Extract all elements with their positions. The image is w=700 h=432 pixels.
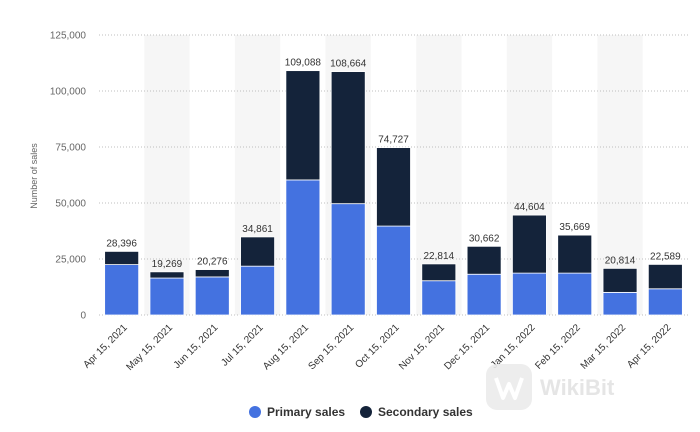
bar-total-label: 22,589 bbox=[650, 251, 681, 262]
bar-total-label: 108,664 bbox=[330, 59, 367, 70]
column-band bbox=[144, 35, 190, 315]
legend-swatch-primary bbox=[249, 406, 261, 418]
x-tick-label: Dec 15, 2021 bbox=[442, 322, 492, 372]
bar-primary-sales bbox=[466, 273, 502, 316]
y-tick-label: 50,000 bbox=[55, 199, 86, 210]
x-tick-label: Jul 15, 2021 bbox=[219, 322, 266, 369]
wikibit-logo-icon bbox=[486, 364, 532, 410]
bar-secondary-sales bbox=[285, 70, 321, 181]
y-tick-label: 75,000 bbox=[55, 143, 86, 154]
x-tick-label: Jun 15, 2021 bbox=[172, 322, 221, 371]
bar-total-label: 74,727 bbox=[378, 135, 409, 146]
bar-total-label: 20,276 bbox=[197, 257, 228, 268]
x-tick-label: Sep 15, 2021 bbox=[306, 322, 356, 372]
bar-total-label: 44,604 bbox=[514, 202, 545, 213]
bar-total-label: 30,662 bbox=[469, 233, 500, 244]
x-tick-label: Aug 15, 2021 bbox=[261, 322, 311, 372]
watermark-text: WikiBit bbox=[540, 375, 615, 400]
legend-swatch-secondary bbox=[360, 406, 372, 418]
bar-primary-sales bbox=[104, 264, 140, 316]
x-tick-label: Nov 15, 2021 bbox=[397, 322, 447, 372]
y-tick-label: 0 bbox=[80, 311, 86, 322]
bar-primary-sales bbox=[240, 265, 275, 316]
x-tick-label: Apr 15, 2022 bbox=[625, 322, 674, 371]
x-tick-label: May 15, 2021 bbox=[124, 322, 175, 373]
bar-primary-sales bbox=[149, 277, 185, 316]
legend-label-secondary: Secondary sales bbox=[378, 405, 473, 419]
bar-primary-sales bbox=[512, 272, 547, 316]
bar-primary-sales bbox=[330, 203, 366, 316]
bar-secondary-sales bbox=[602, 267, 638, 293]
y-axis-label: Number of sales bbox=[29, 143, 39, 209]
x-tick-label: Jan 15, 2022 bbox=[489, 322, 538, 371]
watermark: WikiBit bbox=[486, 364, 615, 410]
bar-total-label: 109,088 bbox=[285, 58, 322, 69]
bar-secondary-sales bbox=[330, 71, 366, 205]
bar-primary-sales bbox=[376, 225, 411, 316]
bar-secondary-sales bbox=[194, 269, 230, 278]
bar-secondary-sales bbox=[647, 264, 683, 290]
y-axis-ticks: 0 25,000 50,000 75,000 100,000 125,000 bbox=[50, 31, 87, 322]
bar-total-label: 22,814 bbox=[424, 251, 455, 262]
bar-secondary-sales bbox=[149, 271, 185, 279]
bar-total-label: 19,269 bbox=[152, 259, 183, 270]
y-tick-label: 25,000 bbox=[55, 255, 86, 266]
x-tick-label: Oct 15, 2021 bbox=[353, 322, 402, 371]
bar-secondary-sales bbox=[104, 250, 140, 265]
bar-primary-sales bbox=[194, 276, 230, 316]
bar-secondary-sales bbox=[376, 147, 411, 227]
bar-secondary-sales bbox=[466, 245, 502, 275]
bar-primary-sales bbox=[421, 280, 457, 316]
bars bbox=[104, 70, 683, 316]
bar-total-label: 20,814 bbox=[605, 255, 636, 266]
bar-primary-sales bbox=[602, 291, 638, 316]
bar-secondary-sales bbox=[512, 214, 547, 274]
legend-label-primary: Primary sales bbox=[267, 405, 345, 419]
bar-primary-sales bbox=[647, 288, 683, 316]
y-tick-label: 125,000 bbox=[50, 31, 87, 42]
bar-total-label: 35,669 bbox=[559, 222, 590, 233]
bar-secondary-sales bbox=[240, 236, 275, 267]
legend: Primary sales Secondary sales bbox=[249, 405, 473, 419]
x-tick-label: Mar 15, 2022 bbox=[579, 322, 629, 372]
bar-primary-sales bbox=[285, 179, 321, 316]
bar-secondary-sales bbox=[557, 234, 593, 274]
bar-total-labels: 28,396 19,269 20,276 34,861 109,088 108,664 74… bbox=[106, 58, 681, 270]
bar-total-label: 34,861 bbox=[242, 224, 273, 235]
bar-secondary-sales bbox=[421, 263, 457, 282]
x-tick-label: Apr 15, 2021 bbox=[82, 322, 131, 371]
bar-total-label: 28,396 bbox=[106, 238, 137, 249]
y-tick-label: 100,000 bbox=[50, 87, 87, 98]
bar-primary-sales bbox=[557, 272, 593, 316]
x-tick-label: Feb 15, 2022 bbox=[533, 322, 583, 372]
